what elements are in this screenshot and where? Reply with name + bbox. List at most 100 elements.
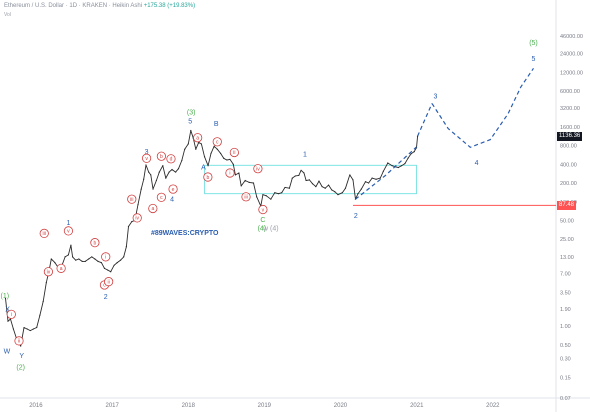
- wave-label: (2): [16, 365, 25, 372]
- price-point: [349, 174, 351, 176]
- price-point: [337, 194, 339, 196]
- price-point: [252, 182, 255, 184]
- price-point: [387, 162, 389, 164]
- wave-label: (4): [258, 225, 267, 232]
- chart-header: Ethereum / U.S. Dollar · 1D · KRAKEN · H…: [4, 3, 195, 9]
- price-point: [42, 300, 44, 303]
- wave-label: A: [201, 165, 206, 172]
- price-point: [75, 259, 77, 261]
- wave-label-circle: [39, 228, 49, 238]
- price-point: [234, 174, 236, 176]
- wave-label: 1: [303, 151, 307, 158]
- price-point: [229, 158, 231, 160]
- x-tick-label: 2018: [182, 403, 196, 409]
- wave-label-circle: [132, 213, 142, 223]
- price-point: [410, 153, 412, 155]
- wave-label: v: [67, 229, 70, 235]
- price-point: [232, 163, 234, 165]
- wave-label-circle: [253, 164, 263, 174]
- price-point: [158, 171, 160, 173]
- y-tick-label: 13.00: [560, 255, 574, 261]
- price-point: [244, 179, 246, 182]
- x-tick-label: 2021: [410, 403, 424, 409]
- wave-label: 2: [354, 213, 358, 220]
- price-point: [137, 204, 139, 206]
- y-tick-label: 50.00: [560, 218, 574, 224]
- wave-label: ii: [18, 339, 20, 345]
- wave-label: 4: [475, 160, 479, 167]
- wave-label-circle: [104, 277, 114, 287]
- price-point: [203, 156, 206, 158]
- wave-label-circle: [56, 263, 66, 273]
- price-point: [20, 345, 22, 347]
- wave-label: B: [214, 121, 219, 128]
- price-point: [148, 171, 150, 173]
- y-tick-label: 1.90: [560, 307, 571, 313]
- price-point: [213, 145, 215, 147]
- price-point: [155, 179, 157, 182]
- wave-label-circle: [43, 267, 54, 277]
- wave-label: iv: [47, 269, 51, 275]
- wave-label: X: [5, 306, 10, 313]
- wave-label-circle: [141, 153, 152, 163]
- price-point: [123, 256, 125, 258]
- price-point: [140, 188, 142, 190]
- price-point: [174, 171, 177, 173]
- y-tick-label: 0.07: [560, 396, 571, 402]
- x-tick-label: 2016: [29, 403, 43, 409]
- wave-label: iv: [256, 166, 260, 172]
- y-tick-label: 1.00: [560, 324, 571, 330]
- y-tick-label: 7.00: [560, 272, 571, 278]
- price-point: [143, 178, 145, 180]
- wave-label: 5: [532, 56, 536, 63]
- price-point: [97, 260, 99, 262]
- x-tick-label: 2019: [258, 403, 272, 409]
- price-point: [78, 258, 80, 260]
- wave-label-circle: [203, 172, 213, 182]
- price-point: [352, 179, 354, 181]
- price-point: [110, 271, 112, 273]
- wave-label-circle: [229, 147, 239, 158]
- wave-label: c: [216, 140, 219, 146]
- price-point: [284, 186, 286, 189]
- price-point: [32, 328, 34, 330]
- price-point: [177, 168, 180, 170]
- y-tick-label: 3200.00: [560, 106, 580, 112]
- price-point: [277, 193, 280, 195]
- price-point: [195, 148, 197, 150]
- price-point: [127, 225, 130, 228]
- y-tick-label: 400.00: [560, 162, 577, 168]
- price-point: [288, 187, 290, 189]
- price-point: [162, 165, 164, 167]
- wave-label: Y: [19, 353, 24, 360]
- price-point: [219, 152, 222, 154]
- wave-label-circle: [212, 137, 222, 147]
- price-point: [100, 262, 102, 264]
- price-point: [7, 320, 9, 322]
- price-point: [331, 189, 333, 191]
- y-tick-label: 200.00: [560, 181, 577, 187]
- wave-label: a: [196, 135, 199, 141]
- wave-label: i: [11, 312, 12, 318]
- price-point: [26, 328, 28, 330]
- wave-label: (3): [187, 110, 196, 117]
- price-point: [294, 175, 297, 177]
- wave-label-circle: [241, 192, 251, 202]
- price-point: [171, 168, 173, 171]
- price-point: [23, 326, 25, 329]
- wave-label: v: [262, 207, 265, 213]
- price-series-line: [5, 130, 419, 347]
- price-point: [91, 256, 93, 258]
- wave-label: ii: [233, 150, 235, 156]
- wave-label: b: [206, 175, 209, 181]
- wave-label: 1: [66, 220, 70, 227]
- wave-label: 2: [104, 294, 108, 301]
- wave-label-circle: [156, 151, 166, 161]
- price-point: [391, 165, 393, 167]
- wave-label: iii: [244, 195, 247, 201]
- price-point: [298, 174, 300, 177]
- wave-label-circle: [14, 336, 24, 346]
- price-point: [39, 314, 41, 316]
- wave-label: W: [4, 348, 11, 355]
